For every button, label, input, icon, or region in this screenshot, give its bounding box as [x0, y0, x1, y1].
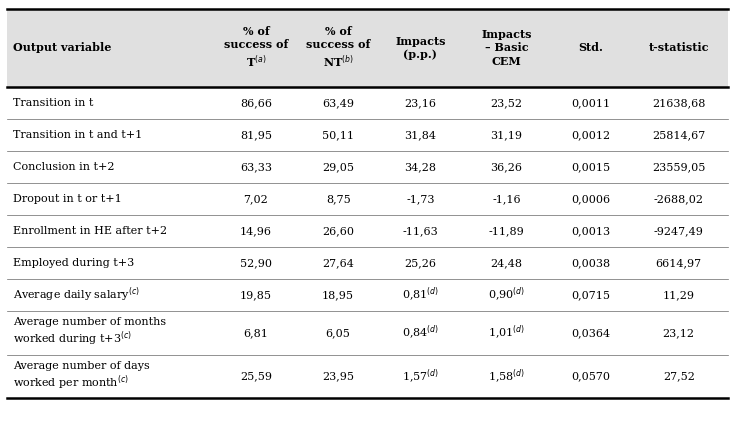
Text: 25,59: 25,59: [240, 372, 272, 381]
Bar: [7, 87, 728, 119]
Text: 86,66: 86,66: [240, 98, 272, 108]
Text: -1,73: -1,73: [406, 194, 434, 204]
Bar: [7, 215, 728, 247]
Text: -9247,49: -9247,49: [653, 226, 703, 236]
Text: 27,52: 27,52: [663, 372, 695, 381]
Text: 23,52: 23,52: [490, 98, 523, 108]
Bar: [7, 279, 728, 311]
Text: 29,05: 29,05: [322, 162, 354, 172]
Text: Average daily salary$^{(c)}$: Average daily salary$^{(c)}$: [13, 286, 140, 304]
Text: 23559,05: 23559,05: [652, 162, 706, 172]
Text: Conclusion in t+2: Conclusion in t+2: [13, 162, 115, 172]
Text: -11,89: -11,89: [489, 226, 524, 236]
Text: 6,05: 6,05: [326, 328, 351, 338]
Bar: [7, 311, 728, 355]
Text: 6,81: 6,81: [243, 328, 268, 338]
Text: -11,63: -11,63: [403, 226, 438, 236]
Text: 25,26: 25,26: [404, 258, 437, 268]
Text: 11,29: 11,29: [663, 290, 695, 300]
Text: Employed during t+3: Employed during t+3: [13, 258, 135, 268]
Text: 23,16: 23,16: [404, 98, 437, 108]
Text: 27,64: 27,64: [322, 258, 354, 268]
Text: 25814,67: 25814,67: [652, 130, 706, 140]
Text: Output variable: Output variable: [13, 42, 112, 53]
Text: 19,85: 19,85: [240, 290, 272, 300]
Text: Transition in t and t+1: Transition in t and t+1: [13, 130, 143, 140]
Text: Average number of days
worked per month$^{(c)}$: Average number of days worked per month$…: [13, 361, 150, 392]
Text: 0,0006: 0,0006: [571, 194, 610, 204]
Bar: [7, 355, 728, 398]
Text: 31,19: 31,19: [490, 130, 523, 140]
Text: Transition in t: Transition in t: [13, 98, 93, 108]
Text: Enrollment in HE after t+2: Enrollment in HE after t+2: [13, 226, 168, 236]
Text: -1,16: -1,16: [492, 194, 521, 204]
Text: Dropout in t or t+1: Dropout in t or t+1: [13, 194, 122, 204]
Text: 0,0013: 0,0013: [571, 226, 610, 236]
Text: 52,90: 52,90: [240, 258, 272, 268]
Text: 0,90$^{(d)}$: 0,90$^{(d)}$: [488, 286, 525, 304]
Text: 1,58$^{(d)}$: 1,58$^{(d)}$: [488, 368, 525, 385]
Text: 1,57$^{(d)}$: 1,57$^{(d)}$: [402, 368, 439, 385]
Text: 50,11: 50,11: [322, 130, 354, 140]
Text: 0,0715: 0,0715: [571, 290, 610, 300]
Text: 14,96: 14,96: [240, 226, 272, 236]
Text: 21638,68: 21638,68: [652, 98, 706, 108]
Text: 31,84: 31,84: [404, 130, 437, 140]
Text: % of
success of
T$^{(a)}$: % of success of T$^{(a)}$: [223, 26, 288, 70]
Text: 0,0038: 0,0038: [571, 258, 610, 268]
Text: 0,0015: 0,0015: [571, 162, 610, 172]
Text: 26,60: 26,60: [322, 226, 354, 236]
Text: 0,81$^{(d)}$: 0,81$^{(d)}$: [402, 286, 439, 304]
Text: 24,48: 24,48: [490, 258, 523, 268]
Text: 63,49: 63,49: [322, 98, 354, 108]
Bar: [7, 151, 728, 183]
Text: 23,95: 23,95: [322, 372, 354, 381]
Text: 0,0570: 0,0570: [571, 372, 610, 381]
Text: 1,01$^{(d)}$: 1,01$^{(d)}$: [488, 324, 525, 342]
Bar: [7, 247, 728, 279]
Text: 6614,97: 6614,97: [656, 258, 702, 268]
Text: 0,0011: 0,0011: [571, 98, 610, 108]
Text: 18,95: 18,95: [322, 290, 354, 300]
Text: -2688,02: -2688,02: [653, 194, 703, 204]
Text: 0,84$^{(d)}$: 0,84$^{(d)}$: [402, 324, 439, 342]
Text: t-statistic: t-statistic: [648, 42, 709, 53]
Text: Std.: Std.: [578, 42, 603, 53]
Text: Average number of months
worked during t+3$^{(c)}$: Average number of months worked during t…: [13, 317, 166, 348]
Text: 23,12: 23,12: [663, 328, 695, 338]
Text: 0,0364: 0,0364: [571, 328, 610, 338]
Bar: [7, 119, 728, 151]
Bar: [7, 183, 728, 215]
Text: 8,75: 8,75: [326, 194, 351, 204]
Text: Impacts
(p.p.): Impacts (p.p.): [395, 36, 445, 60]
Text: 36,26: 36,26: [490, 162, 523, 172]
Text: Impacts
– Basic
CEM: Impacts – Basic CEM: [481, 29, 531, 67]
Text: % of
success of
NT$^{(b)}$: % of success of NT$^{(b)}$: [306, 26, 370, 70]
Text: 63,33: 63,33: [240, 162, 272, 172]
Text: 7,02: 7,02: [243, 194, 268, 204]
Text: 34,28: 34,28: [404, 162, 437, 172]
Text: 81,95: 81,95: [240, 130, 272, 140]
Text: 0,0012: 0,0012: [571, 130, 610, 140]
Bar: [7, 9, 728, 87]
